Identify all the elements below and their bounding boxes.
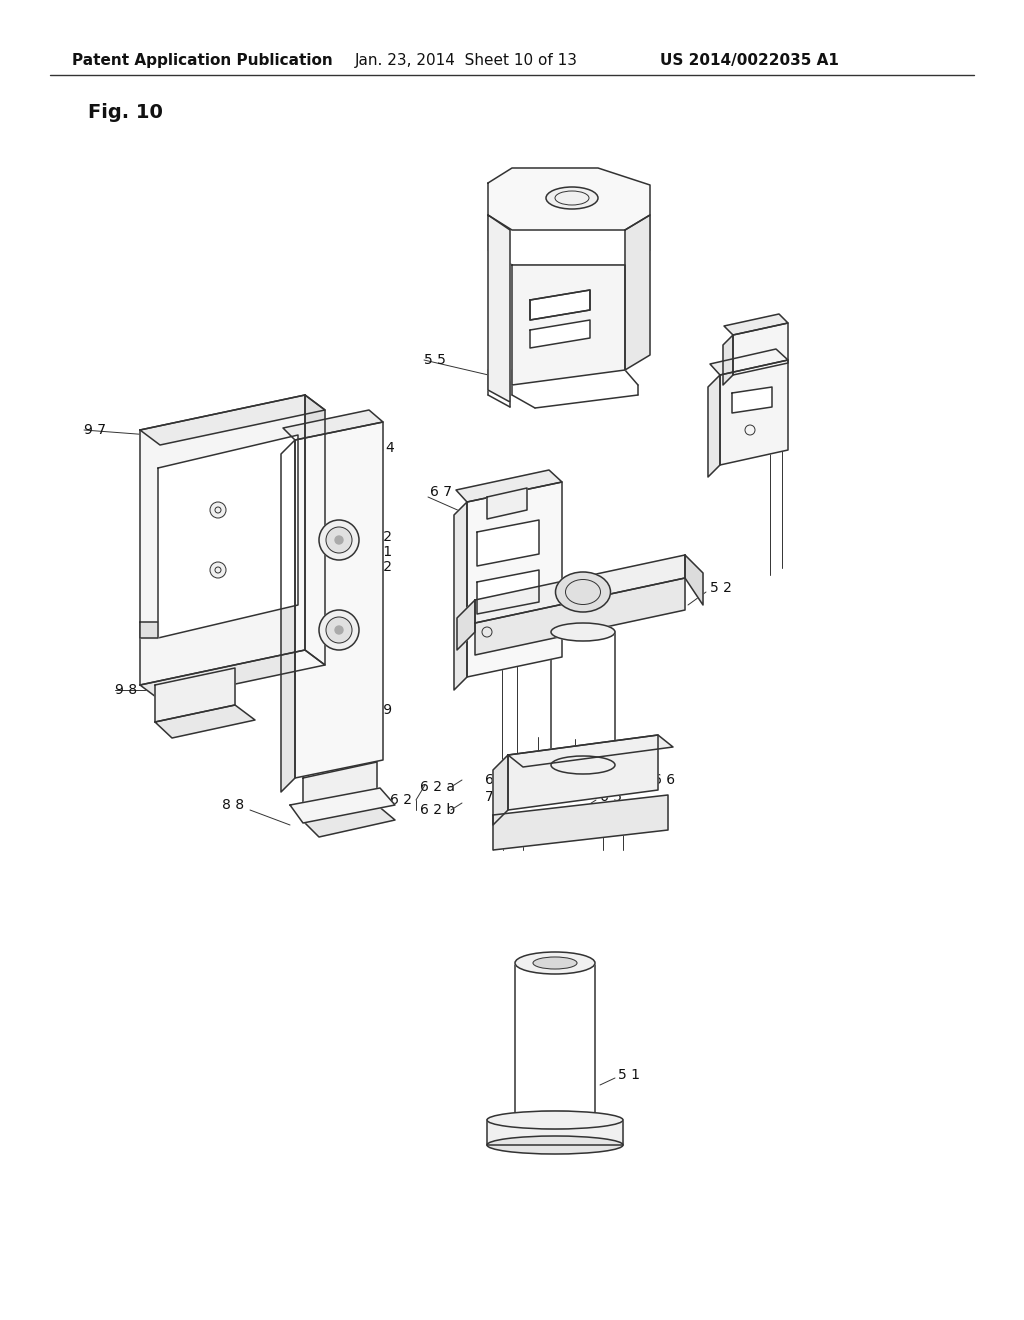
Circle shape	[210, 562, 226, 578]
Polygon shape	[733, 323, 788, 375]
Ellipse shape	[534, 957, 577, 969]
Polygon shape	[457, 601, 475, 649]
Text: 5 5: 5 5	[424, 352, 445, 367]
Text: Fig. 10: Fig. 10	[88, 103, 163, 121]
Text: 5 1: 5 1	[618, 1068, 640, 1082]
Polygon shape	[487, 1119, 623, 1144]
Polygon shape	[140, 395, 325, 445]
Polygon shape	[488, 168, 650, 230]
Ellipse shape	[487, 1137, 623, 1154]
Ellipse shape	[551, 623, 615, 642]
Polygon shape	[475, 554, 685, 623]
Text: 7 0: 7 0	[485, 789, 507, 804]
Text: 9 1: 9 1	[370, 545, 392, 558]
Circle shape	[335, 626, 343, 634]
Polygon shape	[295, 422, 383, 777]
Polygon shape	[456, 470, 562, 502]
Ellipse shape	[551, 756, 615, 774]
Polygon shape	[488, 215, 510, 403]
Ellipse shape	[515, 952, 595, 974]
Text: 8 9: 8 9	[370, 704, 392, 717]
Polygon shape	[140, 649, 325, 700]
Polygon shape	[493, 795, 668, 850]
Polygon shape	[530, 290, 590, 319]
Polygon shape	[281, 440, 295, 792]
Polygon shape	[710, 348, 788, 375]
Polygon shape	[477, 520, 539, 566]
Circle shape	[319, 520, 359, 560]
Polygon shape	[732, 387, 772, 413]
Polygon shape	[508, 735, 673, 767]
Ellipse shape	[555, 572, 610, 612]
Polygon shape	[493, 755, 508, 825]
Polygon shape	[724, 314, 788, 335]
Polygon shape	[723, 335, 733, 385]
Text: 9 2: 9 2	[370, 531, 392, 544]
Polygon shape	[140, 622, 158, 638]
Polygon shape	[155, 668, 234, 722]
Text: Patent Application Publication: Patent Application Publication	[72, 53, 333, 67]
Ellipse shape	[487, 1111, 623, 1129]
Text: 6 2: 6 2	[390, 793, 412, 807]
Polygon shape	[477, 570, 539, 614]
Circle shape	[319, 610, 359, 649]
Polygon shape	[625, 215, 650, 370]
Text: 6 2 a: 6 2 a	[420, 780, 455, 795]
Text: US 2014/0022035 A1: US 2014/0022035 A1	[660, 53, 839, 67]
Text: 6 5: 6 5	[232, 425, 254, 440]
Polygon shape	[454, 502, 467, 690]
Text: 4: 4	[385, 441, 394, 455]
Polygon shape	[467, 482, 562, 677]
Circle shape	[335, 536, 343, 544]
Circle shape	[326, 616, 352, 643]
Text: Jan. 23, 2014  Sheet 10 of 13: Jan. 23, 2014 Sheet 10 of 13	[355, 53, 578, 67]
Text: 6 6: 6 6	[653, 774, 675, 787]
Polygon shape	[303, 762, 377, 821]
Polygon shape	[512, 265, 625, 385]
Polygon shape	[155, 705, 255, 738]
Text: 6 7: 6 7	[430, 484, 452, 499]
Polygon shape	[487, 488, 527, 519]
Ellipse shape	[515, 1111, 595, 1129]
Polygon shape	[305, 395, 325, 665]
Text: 5 2: 5 2	[710, 581, 732, 595]
Text: 6 5: 6 5	[600, 789, 622, 804]
Polygon shape	[708, 375, 720, 477]
Text: 9 8: 9 8	[115, 682, 137, 697]
Polygon shape	[140, 395, 305, 685]
Text: 9 2: 9 2	[370, 560, 392, 574]
Text: 9 7: 9 7	[84, 422, 106, 437]
Text: 8 8: 8 8	[222, 799, 244, 812]
Circle shape	[210, 502, 226, 517]
Text: 9 3: 9 3	[260, 463, 282, 477]
Polygon shape	[283, 411, 383, 440]
Ellipse shape	[546, 187, 598, 209]
Text: 6 7: 6 7	[754, 351, 776, 366]
Polygon shape	[475, 578, 685, 655]
Polygon shape	[530, 319, 590, 348]
Polygon shape	[720, 360, 788, 465]
Text: 9 1: 9 1	[270, 609, 292, 622]
Text: 9 3 a: 9 3 a	[252, 628, 287, 642]
Polygon shape	[685, 554, 703, 605]
Polygon shape	[290, 788, 395, 822]
Circle shape	[326, 527, 352, 553]
Polygon shape	[508, 735, 658, 810]
Polygon shape	[158, 436, 298, 638]
Text: 6 8: 6 8	[485, 774, 507, 787]
Text: 6 2 b: 6 2 b	[420, 803, 456, 817]
Polygon shape	[303, 805, 395, 837]
